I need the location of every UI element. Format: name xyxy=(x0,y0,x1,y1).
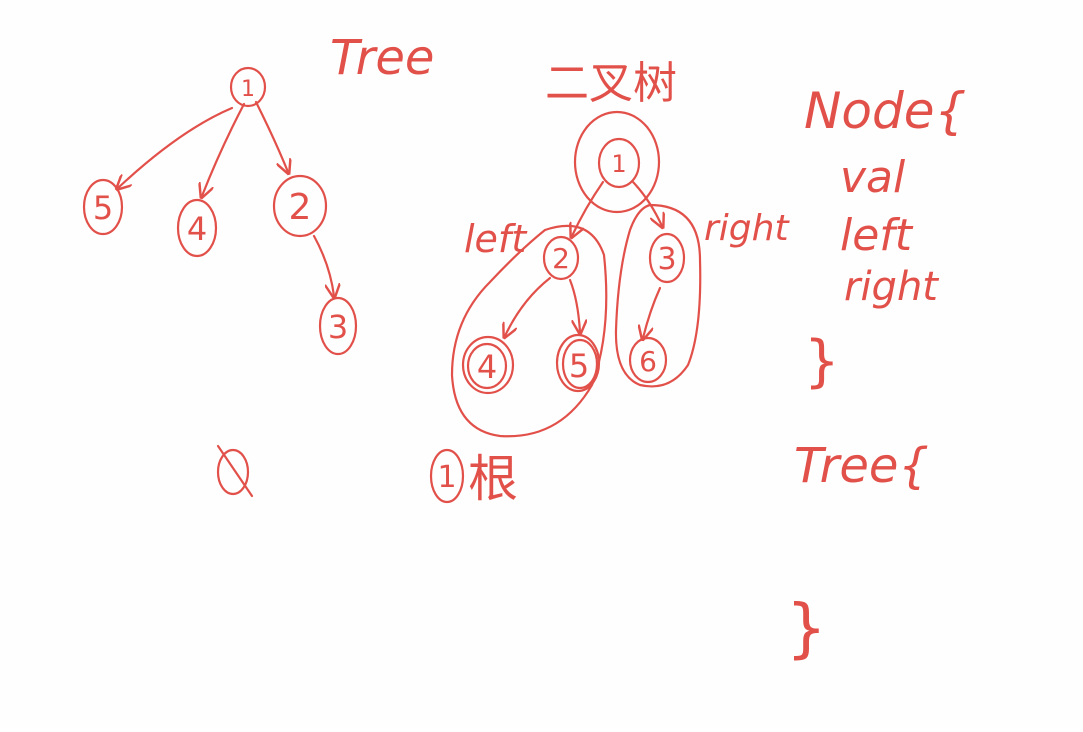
edge-b1-b3 xyxy=(631,180,662,226)
tree-node-2: 2 xyxy=(272,174,328,238)
node-value: 6 xyxy=(639,345,657,378)
node-value: 5 xyxy=(93,189,113,227)
field-val: val xyxy=(840,152,906,203)
root-label: 1 根 xyxy=(429,448,518,508)
node-value: 3 xyxy=(657,242,676,277)
binary-node-5: 5 xyxy=(555,333,601,393)
node-value: 1 xyxy=(241,77,255,102)
tree-node-3: 3 xyxy=(318,296,358,356)
edge-b2-b4 xyxy=(505,276,552,336)
right-label: right xyxy=(704,208,790,249)
tree-declaration: Tree{ xyxy=(794,438,929,494)
binary-node-4: 4 xyxy=(461,335,515,395)
binary-node-2: 2 xyxy=(542,235,580,281)
root-char: 根 xyxy=(468,450,518,508)
node-value: 4 xyxy=(477,348,497,386)
edge-b2-b5 xyxy=(568,278,580,332)
left-subtree-enclosure xyxy=(450,224,608,438)
binary-node-3: 3 xyxy=(648,232,686,284)
root-enclosure xyxy=(573,110,661,214)
node-value: 3 xyxy=(328,308,348,346)
general-tree-title: Tree xyxy=(330,30,434,86)
general-tree: Tree 1 5 4 2 3 0 xyxy=(82,30,434,498)
edge-b1-b2 xyxy=(572,180,605,236)
right-subtree-enclosure xyxy=(614,203,702,388)
field-right: right xyxy=(844,264,939,310)
binary-tree: 二叉树 left right 1 2 3 4 xyxy=(429,58,790,508)
binary-node-6: 6 xyxy=(628,336,668,384)
tree-node-5: 5 xyxy=(82,178,124,236)
edge-2-3 xyxy=(312,234,334,296)
node-declaration: Node{ xyxy=(804,82,966,140)
node-value: 1 xyxy=(611,150,626,178)
node-close-brace: } xyxy=(804,329,840,394)
edge-1-2 xyxy=(254,100,288,172)
code-notes: Node{ val left right } Tree{ } xyxy=(786,82,966,666)
edge-1-5 xyxy=(118,106,234,188)
binary-tree-title: 二叉树 xyxy=(545,58,677,109)
node-value: 2 xyxy=(552,242,570,275)
field-left: left xyxy=(840,210,914,261)
crossed-digit: 0 xyxy=(233,479,234,481)
node-value: 4 xyxy=(187,210,207,248)
root-number: 1 xyxy=(437,460,456,495)
edge-b3-b6 xyxy=(643,286,662,338)
tree-node-1: 1 xyxy=(229,66,267,108)
crossed-mark: 0 xyxy=(216,444,254,498)
binary-node-1: 1 xyxy=(597,137,641,189)
tree-close-brace: } xyxy=(786,592,827,666)
node-value: 5 xyxy=(569,347,589,385)
tree-node-4: 4 xyxy=(176,198,218,258)
node-value: 2 xyxy=(289,187,312,228)
edge-1-4 xyxy=(202,102,246,196)
